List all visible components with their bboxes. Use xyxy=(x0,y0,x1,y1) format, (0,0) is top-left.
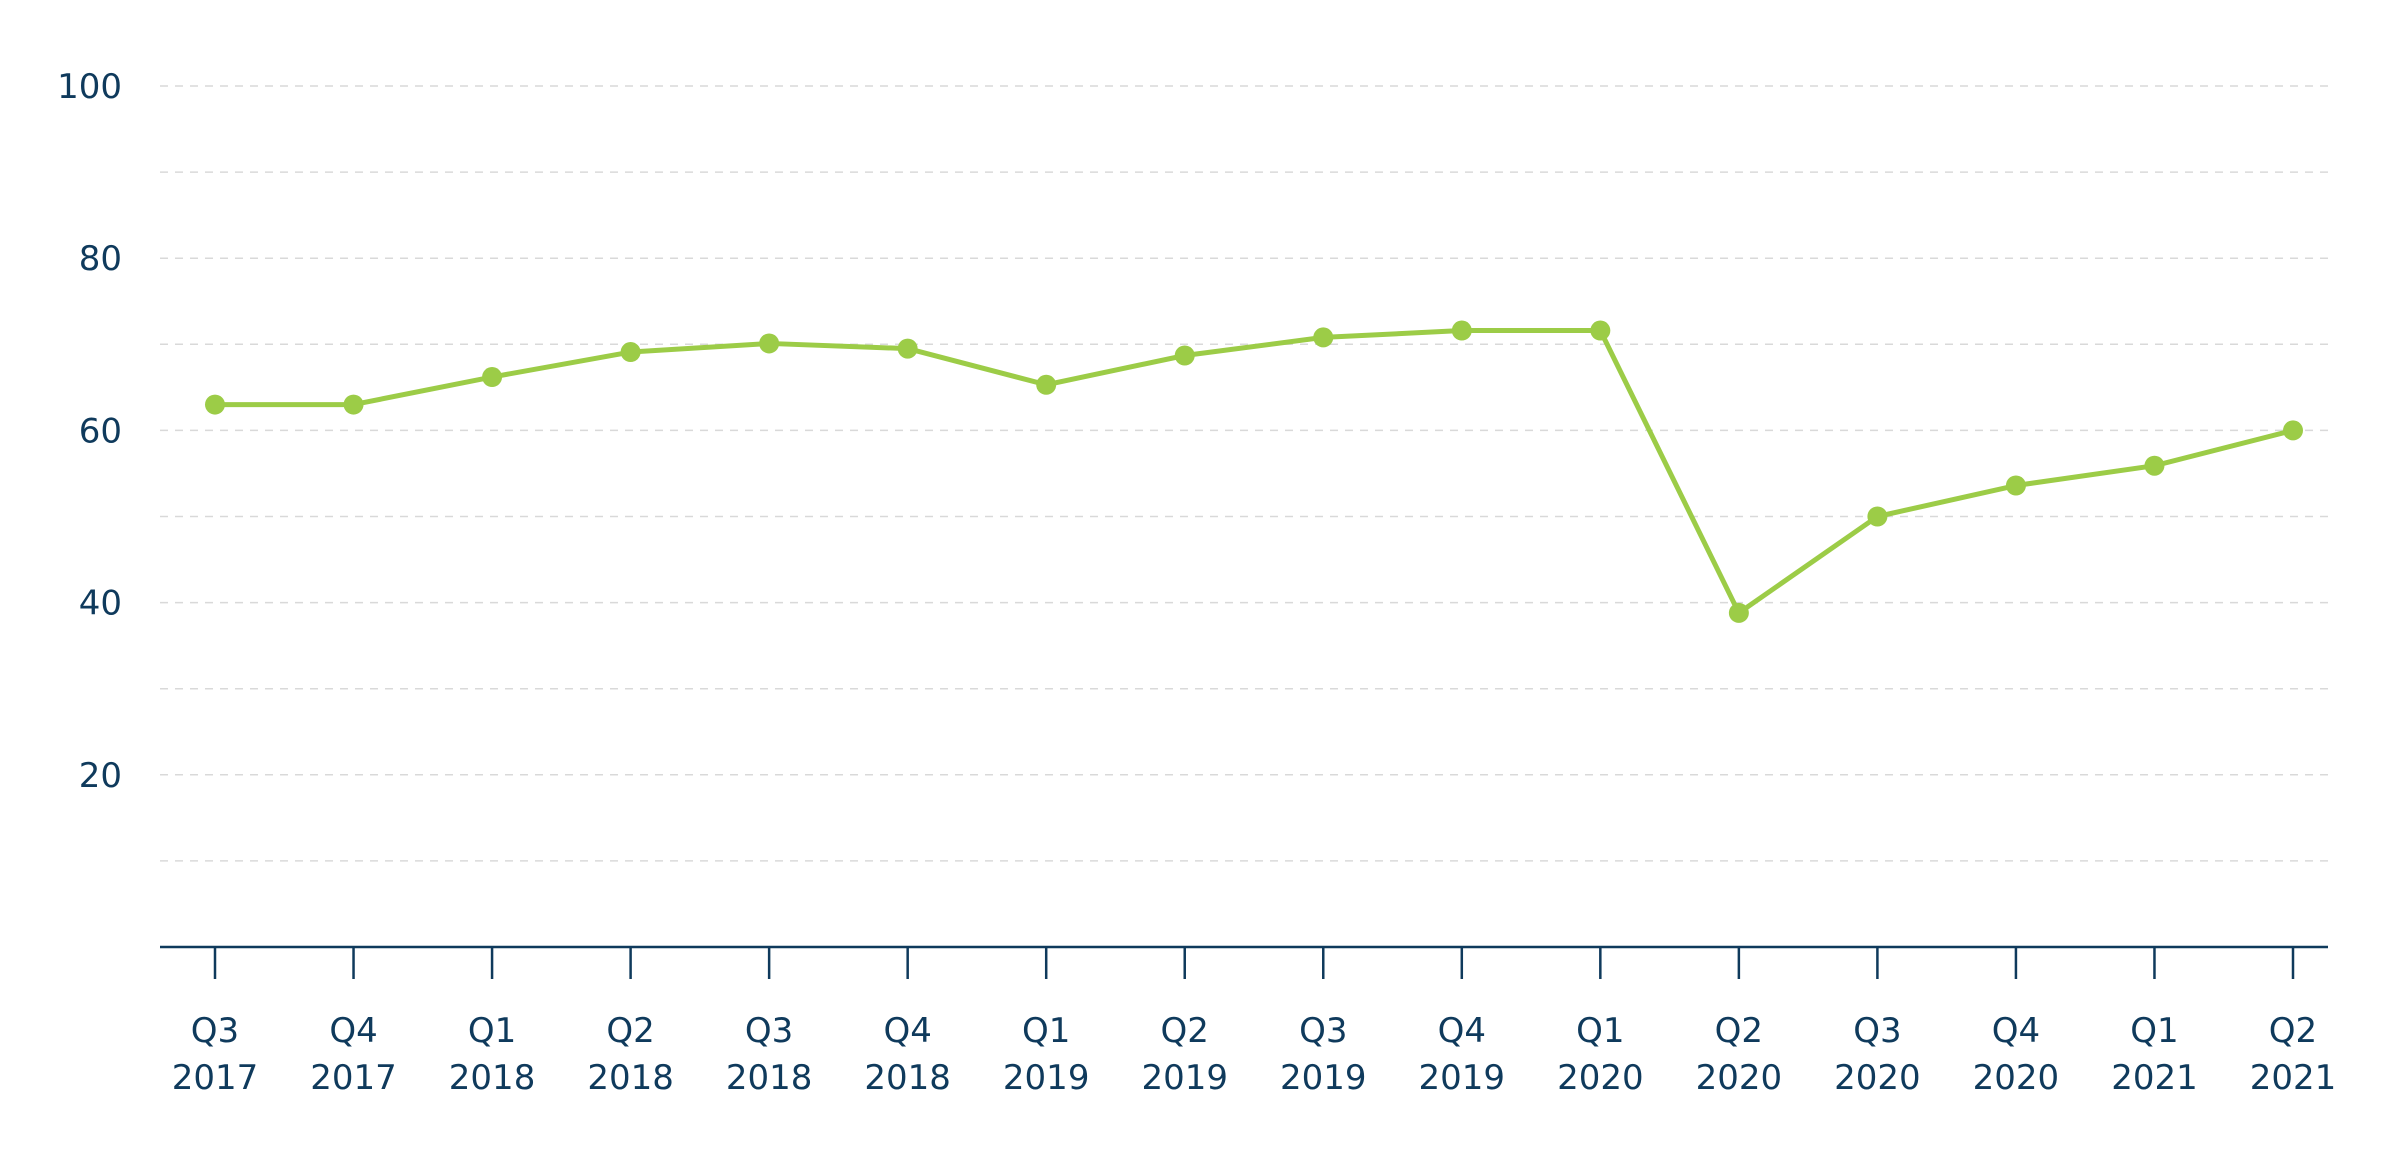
x-tick-label-year: 2018 xyxy=(726,1058,813,1098)
x-tick-label-quarter: Q3 xyxy=(1853,1011,1901,1051)
x-tick-label-year: 2017 xyxy=(310,1058,397,1098)
x-tick-label-year: 2021 xyxy=(2111,1058,2198,1098)
data-point xyxy=(1867,506,1888,527)
x-tick-label: Q4 2020 xyxy=(1973,1011,2060,1098)
x-tick-label: Q4 2018 xyxy=(864,1011,951,1098)
x-tick-label: Q4 2019 xyxy=(1419,1011,1506,1098)
x-tick-label: Q1 2019 xyxy=(1003,1011,1090,1098)
x-tick-label: Q2 2021 xyxy=(2250,1011,2337,1098)
y-tick-label: 60 xyxy=(79,411,122,451)
x-tick-label-year: 2019 xyxy=(1141,1058,1228,1098)
data-point xyxy=(1590,320,1611,341)
data-point xyxy=(1036,374,1057,395)
data-point xyxy=(620,342,641,363)
y-tick-label: 100 xyxy=(57,67,122,107)
x-tick-label-quarter: Q2 xyxy=(1161,1011,1209,1051)
data-point xyxy=(1451,320,1472,341)
x-tick-label-quarter: Q3 xyxy=(745,1011,793,1051)
data-point xyxy=(2283,420,2303,441)
data-point xyxy=(897,338,918,359)
data-point xyxy=(343,394,364,415)
x-tick-label-year: 2018 xyxy=(587,1058,674,1098)
x-tick-label-year: 2021 xyxy=(2250,1058,2337,1098)
x-tick-label-quarter: Q4 xyxy=(883,1011,931,1051)
x-tick-label-year: 2020 xyxy=(1696,1058,1783,1098)
x-tick-label: Q3 2018 xyxy=(726,1011,813,1098)
data-point xyxy=(2144,455,2165,476)
x-tick-label: Q2 2019 xyxy=(1141,1011,1228,1098)
x-axis: Q3 2017 Q4 2017 Q1 2018 Q2 2018 Q3 2018 Q4 2018 Q1 20… xyxy=(160,945,2337,1098)
data-point xyxy=(1728,602,1749,623)
x-tick-label: Q3 2017 xyxy=(172,1011,259,1098)
x-tick-label-quarter: Q3 xyxy=(191,1011,239,1051)
x-tick-label: Q3 2019 xyxy=(1280,1011,1367,1098)
x-tick-label: Q4 2017 xyxy=(310,1011,397,1098)
x-tick-label-year: 2020 xyxy=(1834,1058,1921,1098)
x-tick-label: Q1 2018 xyxy=(449,1011,536,1098)
y-tick-label: 20 xyxy=(79,756,122,796)
x-tick-label-year: 2018 xyxy=(864,1058,951,1098)
x-tick-label: Q3 2020 xyxy=(1834,1011,1921,1098)
series-group xyxy=(205,320,2303,623)
data-point xyxy=(1313,327,1334,348)
x-tick-label-quarter: Q1 xyxy=(2130,1011,2178,1051)
data-point xyxy=(759,333,780,354)
x-tick-label-year: 2018 xyxy=(449,1058,536,1098)
y-tick-label: 40 xyxy=(79,584,122,624)
x-tick-label: Q1 2021 xyxy=(2111,1011,2198,1098)
x-tick-label-year: 2017 xyxy=(172,1058,259,1098)
x-tick-label: Q2 2018 xyxy=(587,1011,674,1098)
x-tick-label-year: 2019 xyxy=(1280,1058,1367,1098)
x-tick-label-year: 2019 xyxy=(1419,1058,1506,1098)
gridlines xyxy=(160,85,2328,862)
x-tick-label-quarter: Q1 xyxy=(468,1011,516,1051)
x-tick-label-quarter: Q1 xyxy=(1022,1011,1070,1051)
x-tick-label-year: 2020 xyxy=(1557,1058,1644,1098)
x-tick-label-quarter: Q3 xyxy=(1299,1011,1347,1051)
x-tick-label-quarter: Q4 xyxy=(1992,1011,2040,1051)
y-axis: 20 40 60 80 100 xyxy=(57,67,122,796)
x-tick-label-year: 2020 xyxy=(1973,1058,2060,1098)
x-tick-label: Q1 2020 xyxy=(1557,1011,1644,1098)
data-point xyxy=(482,367,503,388)
y-tick-label: 80 xyxy=(79,239,122,279)
x-tick-label: Q2 2020 xyxy=(1696,1011,1783,1098)
data-point xyxy=(205,394,225,415)
series-line xyxy=(212,328,2296,616)
x-tick-label-quarter: Q1 xyxy=(1576,1011,1624,1051)
x-tick-label-quarter: Q4 xyxy=(1438,1011,1486,1051)
x-tick-label-quarter: Q2 xyxy=(606,1011,654,1051)
x-tick-label-quarter: Q4 xyxy=(329,1011,377,1051)
x-tick-label-quarter: Q2 xyxy=(1715,1011,1763,1051)
x-tick-label-quarter: Q2 xyxy=(2269,1011,2317,1051)
data-point xyxy=(2005,475,2026,496)
x-tick-label-year: 2019 xyxy=(1003,1058,1090,1098)
data-point xyxy=(1174,345,1195,366)
